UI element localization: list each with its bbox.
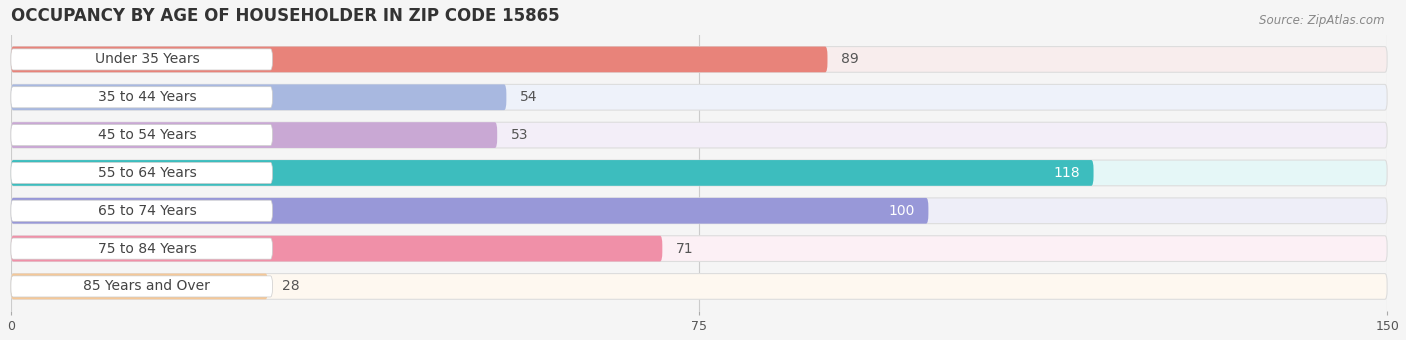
Text: 75 to 84 Years: 75 to 84 Years [97,242,197,256]
FancyBboxPatch shape [11,84,506,110]
FancyBboxPatch shape [11,200,273,221]
Text: Source: ZipAtlas.com: Source: ZipAtlas.com [1260,14,1385,27]
FancyBboxPatch shape [11,238,273,259]
Text: Under 35 Years: Under 35 Years [94,52,200,66]
FancyBboxPatch shape [11,274,1388,299]
FancyBboxPatch shape [11,49,273,70]
Text: 65 to 74 Years: 65 to 74 Years [97,204,197,218]
Text: 35 to 44 Years: 35 to 44 Years [97,90,197,104]
FancyBboxPatch shape [11,198,928,224]
FancyBboxPatch shape [11,276,273,297]
Text: 28: 28 [281,279,299,293]
FancyBboxPatch shape [11,122,1388,148]
FancyBboxPatch shape [11,198,1388,224]
Text: 55 to 64 Years: 55 to 64 Years [97,166,197,180]
Text: 53: 53 [510,128,529,142]
FancyBboxPatch shape [11,236,662,261]
Text: 89: 89 [841,52,859,66]
FancyBboxPatch shape [11,274,267,299]
FancyBboxPatch shape [11,47,1388,72]
FancyBboxPatch shape [11,47,828,72]
FancyBboxPatch shape [11,236,1388,261]
FancyBboxPatch shape [11,122,498,148]
FancyBboxPatch shape [11,84,1388,110]
FancyBboxPatch shape [11,160,1094,186]
Text: 54: 54 [520,90,537,104]
FancyBboxPatch shape [11,87,273,108]
FancyBboxPatch shape [11,163,273,184]
FancyBboxPatch shape [11,124,273,146]
Text: OCCUPANCY BY AGE OF HOUSEHOLDER IN ZIP CODE 15865: OCCUPANCY BY AGE OF HOUSEHOLDER IN ZIP C… [11,7,560,25]
Text: 71: 71 [676,242,693,256]
Text: 85 Years and Over: 85 Years and Over [83,279,211,293]
Text: 45 to 54 Years: 45 to 54 Years [97,128,197,142]
Text: 100: 100 [889,204,915,218]
Text: 118: 118 [1053,166,1080,180]
FancyBboxPatch shape [11,160,1388,186]
